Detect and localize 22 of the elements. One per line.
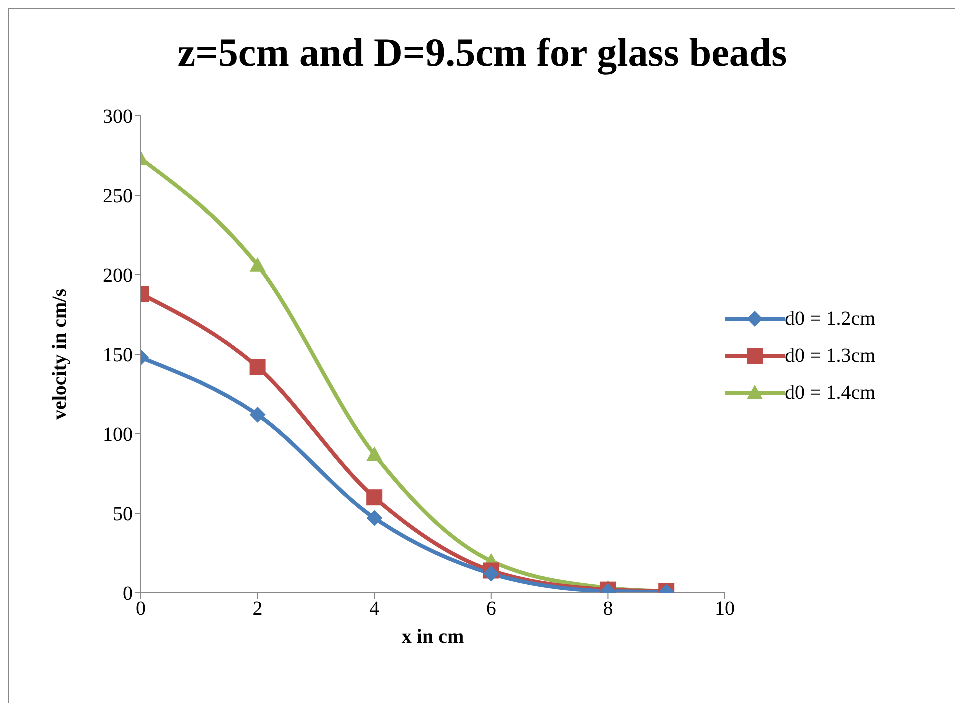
x-tick-label: 10	[715, 598, 735, 620]
x-axis-title: x in cm	[402, 626, 464, 648]
point	[366, 446, 383, 462]
y-tick-label: 250	[103, 186, 133, 208]
legend-label: d0 = 1.3cm	[785, 344, 876, 368]
legend-label: d0 = 1.2cm	[785, 308, 876, 330]
y-tick-label: 50	[113, 504, 133, 526]
y-tick-label: 0	[123, 583, 133, 606]
y-tick-label: 300	[103, 106, 133, 128]
chart-title: z=5cm and D=9.5cm for glass beads	[176, 29, 788, 76]
y-tick-label: 100	[103, 424, 133, 446]
x-tick-label: 2	[252, 598, 263, 620]
x-tick-label: 8	[603, 598, 614, 620]
point	[366, 490, 383, 506]
point	[483, 566, 500, 582]
x-tick-label: 6	[486, 598, 496, 620]
legend-label: d0 = 1.4cm	[785, 382, 876, 404]
y-tick-label: 200	[103, 265, 133, 288]
y-axis-title: velocity in cm/s	[49, 288, 72, 420]
x-tick-label: 4	[370, 598, 380, 620]
point	[366, 510, 383, 526]
y-tick-label: 150	[103, 344, 133, 367]
